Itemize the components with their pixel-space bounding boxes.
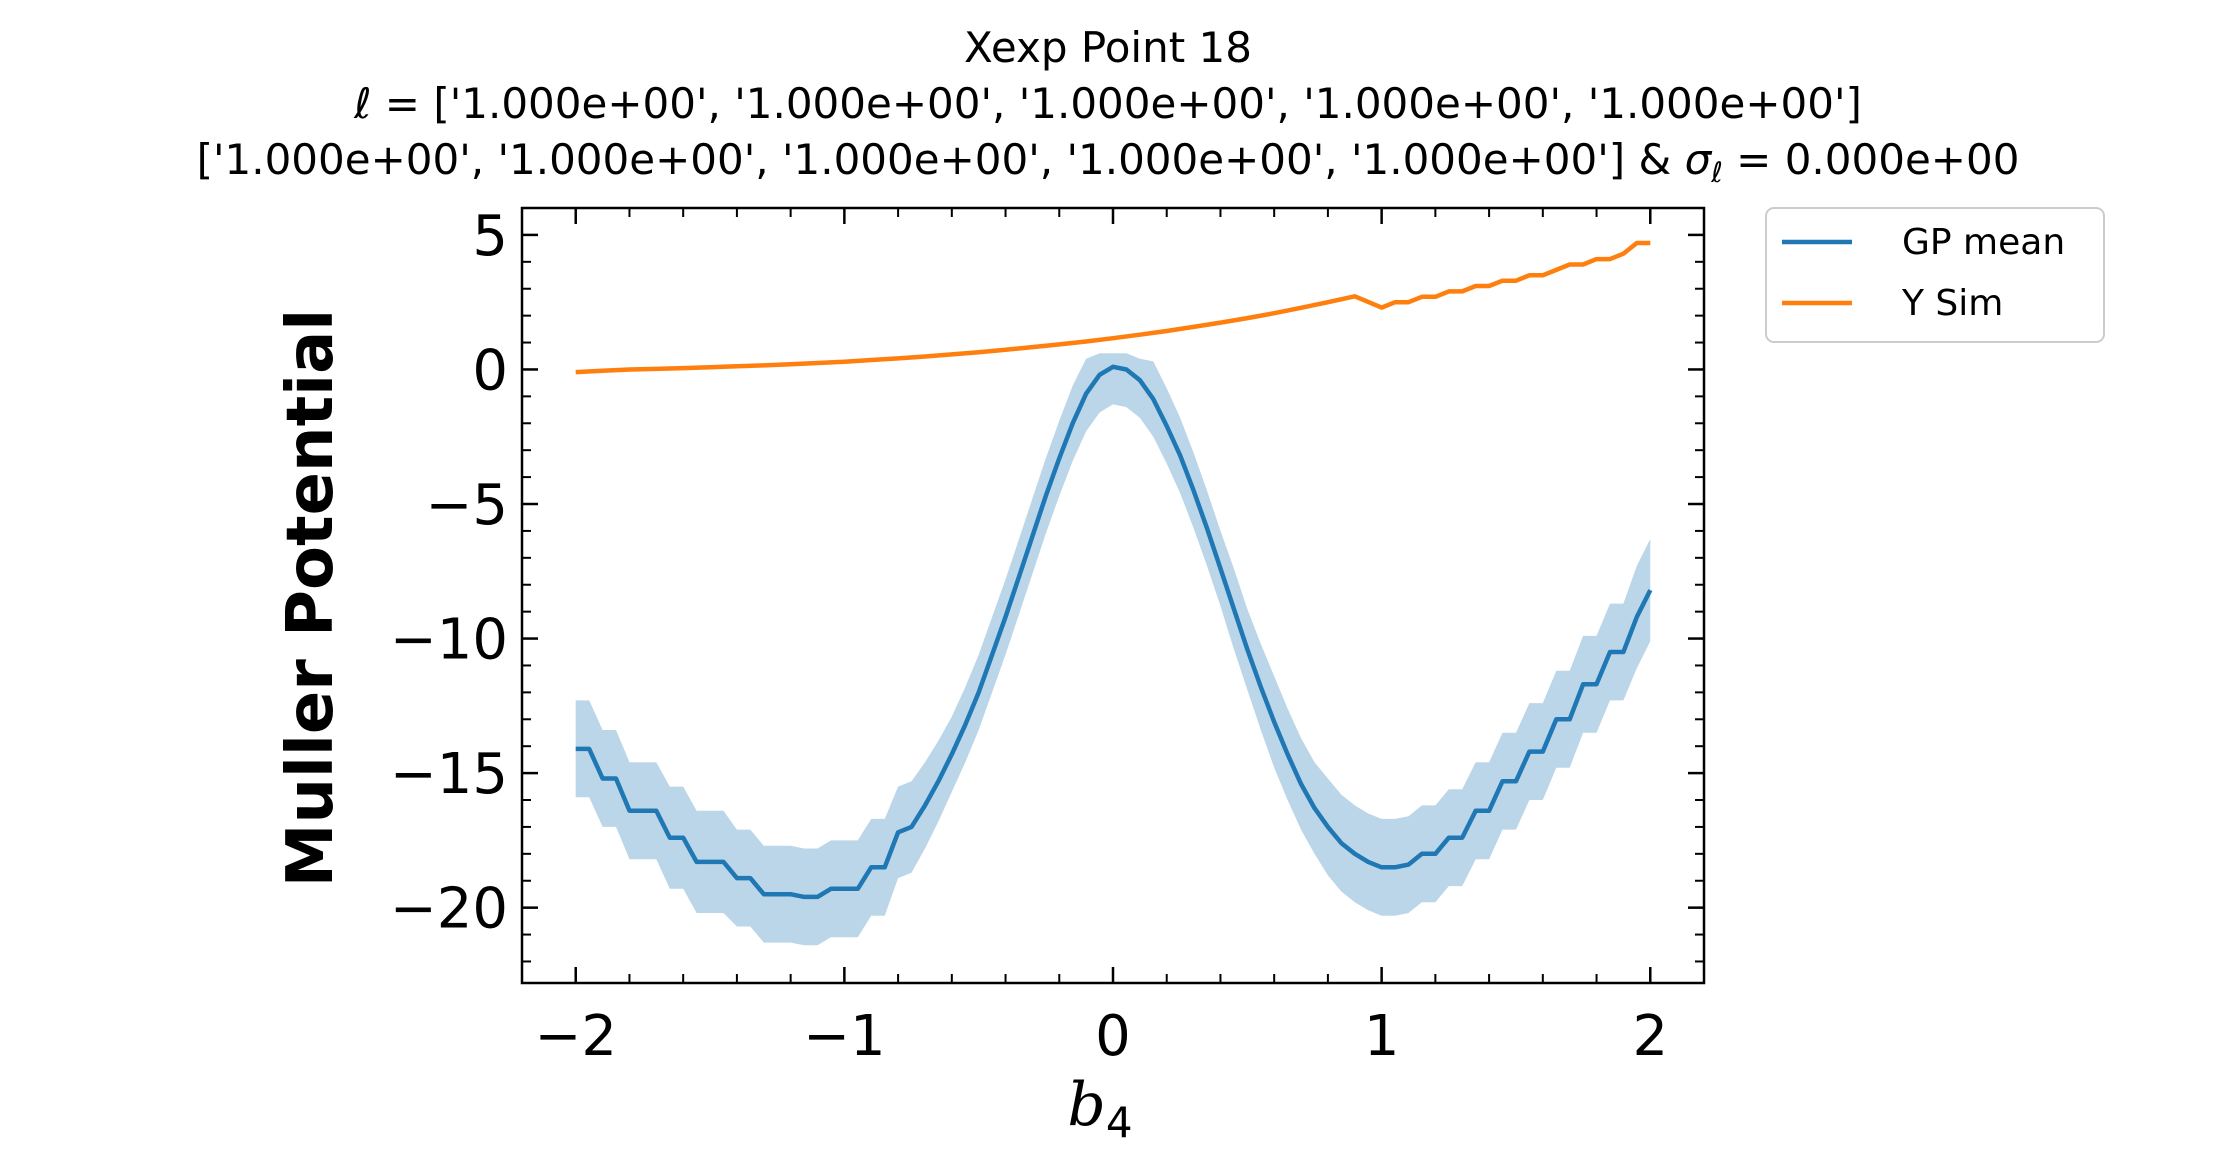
x-tick-label: 0 (1095, 1004, 1131, 1069)
gp-mean-line (575, 364, 1653, 900)
title-sigma-symbol: σ (1685, 135, 1713, 184)
x-axis-label: b4 (1067, 1070, 1132, 1147)
legend: GP mean Y Sim (1765, 207, 2105, 343)
x-axis-label-main: b (1067, 1070, 1105, 1140)
chart-title-line3: ['1.000e+00', '1.000e+00', '1.000e+00', … (197, 135, 2020, 189)
title-line3-suffix: = 0.000e+00 (1723, 135, 2020, 184)
title-line3-prefix: ['1.000e+00', '1.000e+00', '1.000e+00', … (197, 135, 1685, 184)
chart-title-line2: ℓ = ['1.000e+00', '1.000e+00', '1.000e+0… (353, 79, 1862, 128)
plot-area (575, 240, 1653, 946)
y-tick-label: −10 (390, 608, 508, 673)
axis-ticks: −2 −1 0 1 250−5−10−15−20 (390, 204, 1705, 1069)
x-tick-label: −2 (534, 1004, 617, 1069)
title-line2-rest: = ['1.000e+00', '1.000e+00', '1.000e+00'… (371, 79, 1862, 128)
chart-title-line1: Xexp Point 18 (964, 23, 1252, 72)
x-axis-label-subscript: 4 (1106, 1098, 1133, 1147)
gp-confidence-band (575, 353, 1651, 946)
y-tick-label: 5 (472, 204, 508, 269)
legend-label-y-sim: Y Sim (1901, 283, 2003, 324)
y-tick-label: −15 (390, 742, 508, 807)
y-tick-label: −5 (425, 473, 508, 538)
x-tick-label: 2 (1632, 1004, 1668, 1069)
y-tick-label: −20 (390, 877, 508, 942)
x-tick-label: 1 (1364, 1004, 1400, 1069)
y-sim-line (575, 240, 1651, 375)
y-axis-label: Muller Potential (274, 309, 348, 887)
x-tick-label: −1 (803, 1004, 886, 1069)
y-tick-label: 0 (472, 338, 508, 403)
legend-label-gp-mean: GP mean (1902, 222, 2065, 263)
title-sigma-subscript: ℓ (1710, 156, 1723, 189)
title-ell-symbol: ℓ (353, 79, 371, 128)
